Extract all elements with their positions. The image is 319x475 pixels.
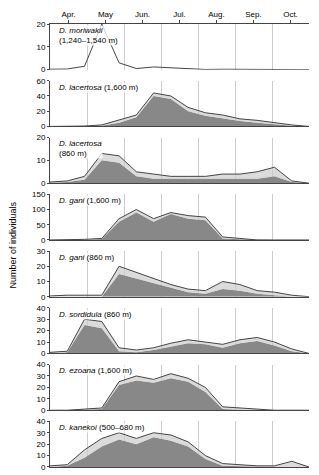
svg-text:0: 0 [41, 463, 46, 472]
svg-text:0: 0 [41, 65, 46, 74]
svg-text:10: 10 [36, 156, 45, 165]
svg-text:0: 0 [41, 179, 46, 188]
svg-text:10: 10 [36, 395, 45, 404]
svg-text:D. gani (1,600 m): D. gani (1,600 m) [59, 196, 121, 205]
svg-text:May: May [98, 10, 113, 19]
svg-text:D. gani (860 m): D. gani (860 m) [59, 253, 114, 262]
svg-text:D. kanekoi (500–680 m): D. kanekoi (500–680 m) [59, 423, 145, 432]
svg-text:100: 100 [32, 205, 46, 214]
svg-text:Apr.: Apr. [61, 10, 75, 19]
svg-text:Sep.: Sep. [245, 10, 261, 19]
svg-text:0: 0 [41, 122, 46, 131]
svg-text:30: 30 [36, 372, 45, 381]
svg-text:D. sordidula (860 m): D. sordidula (860 m) [59, 310, 132, 319]
svg-text:40: 40 [36, 417, 45, 426]
svg-text:10: 10 [36, 43, 45, 52]
svg-text:Number of individuals: Number of individuals [8, 201, 18, 288]
svg-text:D. ezoana (1,600 m): D. ezoana (1,600 m) [59, 366, 132, 375]
svg-text:30: 30 [36, 315, 45, 324]
svg-text:20: 20 [36, 440, 45, 449]
svg-text:D. moriwakii(1,240–1,540 m): D. moriwakii(1,240–1,540 m) [59, 26, 118, 45]
svg-text:20: 20 [36, 383, 45, 392]
svg-text:0: 0 [41, 236, 46, 245]
svg-text:40: 40 [36, 92, 45, 101]
svg-text:60: 60 [36, 77, 45, 86]
svg-text:20: 20 [36, 133, 45, 142]
svg-text:Jul.: Jul. [173, 10, 185, 19]
svg-text:0: 0 [41, 349, 46, 358]
svg-text:10: 10 [36, 338, 45, 347]
svg-text:30: 30 [36, 247, 45, 256]
svg-text:20: 20 [36, 107, 45, 116]
svg-text:40: 40 [36, 360, 45, 369]
svg-text:20: 20 [36, 262, 45, 271]
svg-text:0: 0 [41, 406, 46, 415]
svg-text:40: 40 [36, 304, 45, 313]
svg-text:20: 20 [36, 326, 45, 335]
svg-text:10: 10 [36, 451, 45, 460]
svg-text:D. lacertosa (1,600 m): D. lacertosa (1,600 m) [59, 83, 138, 92]
svg-text:Aug.: Aug. [208, 10, 224, 19]
svg-text:D. lacertosa(860 m): D. lacertosa(860 m) [59, 139, 102, 158]
svg-text:150: 150 [32, 190, 46, 199]
svg-text:50: 50 [36, 221, 45, 230]
svg-text:Oct.: Oct. [283, 10, 298, 19]
svg-text:30: 30 [36, 429, 45, 438]
svg-text:0: 0 [41, 293, 46, 302]
svg-text:20: 20 [36, 20, 45, 29]
svg-text:Jun.: Jun. [135, 10, 150, 19]
svg-text:10: 10 [36, 277, 45, 286]
